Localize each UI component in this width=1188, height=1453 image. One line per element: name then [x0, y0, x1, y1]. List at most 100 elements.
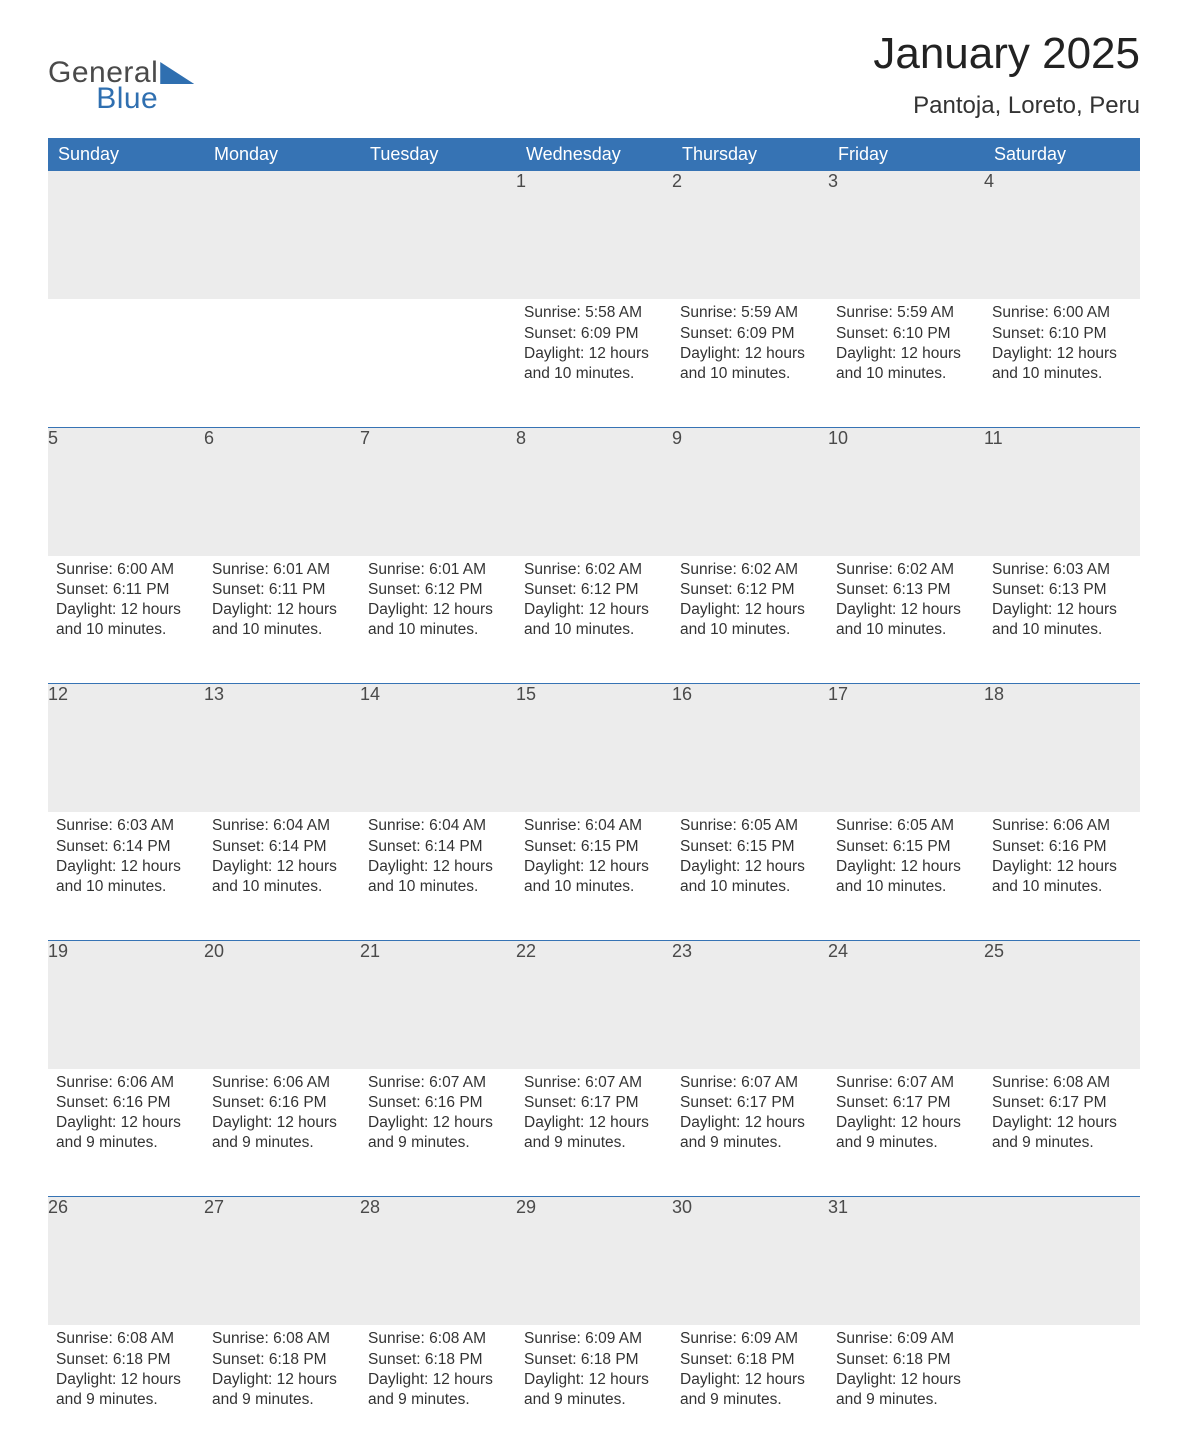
day-number-cell: 27 [204, 1197, 360, 1325]
sunset-text: Sunset: 6:17 PM [992, 1093, 1132, 1113]
day-number-cell: 28 [360, 1197, 516, 1325]
day-number-row: 567891011 [48, 428, 1140, 556]
daylight-line1: Daylight: 12 hours [368, 1113, 508, 1133]
day-cell [204, 299, 360, 427]
sunrise-text: Sunrise: 5:59 AM [836, 303, 976, 323]
day-number-cell: 16 [672, 684, 828, 812]
sunrise-text: Sunrise: 6:01 AM [212, 560, 352, 580]
day-details: Sunrise: 6:08 AMSunset: 6:17 PMDaylight:… [984, 1069, 1140, 1160]
day-number-cell: 10 [828, 428, 984, 556]
day-details: Sunrise: 6:02 AMSunset: 6:12 PMDaylight:… [516, 556, 672, 647]
brand-logo: General Blue [48, 30, 194, 114]
day-cell: Sunrise: 5:59 AMSunset: 6:10 PMDaylight:… [828, 299, 984, 427]
weekday-header: Thursday [672, 138, 828, 171]
sunrise-text: Sunrise: 6:03 AM [56, 816, 196, 836]
day-details: Sunrise: 6:00 AMSunset: 6:11 PMDaylight:… [48, 556, 204, 647]
brand-text: General Blue [48, 58, 158, 114]
daylight-line1: Daylight: 12 hours [56, 1370, 196, 1390]
daylight-line2: and 10 minutes. [212, 877, 352, 897]
month-title: January 2025 [873, 30, 1140, 78]
day-number-cell: 12 [48, 684, 204, 812]
day-number-cell: 3 [828, 171, 984, 299]
daylight-line2: and 10 minutes. [212, 620, 352, 640]
sunset-text: Sunset: 6:18 PM [212, 1350, 352, 1370]
daylight-line2: and 10 minutes. [992, 620, 1132, 640]
daylight-line1: Daylight: 12 hours [680, 1370, 820, 1390]
day-details: Sunrise: 5:59 AMSunset: 6:10 PMDaylight:… [828, 299, 984, 390]
daylight-line2: and 10 minutes. [836, 620, 976, 640]
daylight-line1: Daylight: 12 hours [680, 857, 820, 877]
daylight-line1: Daylight: 12 hours [836, 1113, 976, 1133]
day-details: Sunrise: 6:07 AMSunset: 6:17 PMDaylight:… [828, 1069, 984, 1160]
day-number-cell: 13 [204, 684, 360, 812]
sunrise-text: Sunrise: 6:06 AM [992, 816, 1132, 836]
day-cell: Sunrise: 6:00 AMSunset: 6:10 PMDaylight:… [984, 299, 1140, 427]
day-number-cell [204, 171, 360, 299]
daylight-line2: and 9 minutes. [212, 1390, 352, 1410]
day-details: Sunrise: 6:07 AMSunset: 6:17 PMDaylight:… [516, 1069, 672, 1160]
daylight-line1: Daylight: 12 hours [524, 600, 664, 620]
day-number-cell: 8 [516, 428, 672, 556]
day-number-row: 12131415161718 [48, 684, 1140, 812]
daylight-line2: and 9 minutes. [524, 1390, 664, 1410]
weekday-header: Wednesday [516, 138, 672, 171]
daylight-line1: Daylight: 12 hours [992, 344, 1132, 364]
day-details: Sunrise: 6:00 AMSunset: 6:10 PMDaylight:… [984, 299, 1140, 390]
sunrise-text: Sunrise: 6:08 AM [992, 1073, 1132, 1093]
day-details: Sunrise: 5:58 AMSunset: 6:09 PMDaylight:… [516, 299, 672, 390]
daylight-line2: and 10 minutes. [992, 877, 1132, 897]
sunrise-text: Sunrise: 6:05 AM [836, 816, 976, 836]
sunset-text: Sunset: 6:09 PM [680, 324, 820, 344]
sunset-text: Sunset: 6:11 PM [212, 580, 352, 600]
day-details: Sunrise: 6:05 AMSunset: 6:15 PMDaylight:… [828, 812, 984, 903]
sunrise-text: Sunrise: 6:04 AM [212, 816, 352, 836]
daylight-line2: and 10 minutes. [524, 877, 664, 897]
day-details: Sunrise: 6:09 AMSunset: 6:18 PMDaylight:… [828, 1325, 984, 1416]
sunset-text: Sunset: 6:13 PM [836, 580, 976, 600]
daylight-line1: Daylight: 12 hours [368, 1370, 508, 1390]
day-cell: Sunrise: 6:08 AMSunset: 6:18 PMDaylight:… [48, 1325, 204, 1453]
sunset-text: Sunset: 6:12 PM [524, 580, 664, 600]
weekday-header: Sunday [48, 138, 204, 171]
sunset-text: Sunset: 6:18 PM [56, 1350, 196, 1370]
sunset-text: Sunset: 6:12 PM [680, 580, 820, 600]
day-details: Sunrise: 6:07 AMSunset: 6:16 PMDaylight:… [360, 1069, 516, 1160]
day-number-cell: 22 [516, 941, 672, 1069]
day-details: Sunrise: 6:03 AMSunset: 6:14 PMDaylight:… [48, 812, 204, 903]
day-details: Sunrise: 6:01 AMSunset: 6:12 PMDaylight:… [360, 556, 516, 647]
daylight-line2: and 10 minutes. [56, 620, 196, 640]
daylight-line2: and 9 minutes. [680, 1133, 820, 1153]
sunrise-text: Sunrise: 6:04 AM [524, 816, 664, 836]
sunrise-text: Sunrise: 6:07 AM [836, 1073, 976, 1093]
sunset-text: Sunset: 6:16 PM [992, 837, 1132, 857]
day-cell: Sunrise: 6:08 AMSunset: 6:18 PMDaylight:… [360, 1325, 516, 1453]
daylight-line2: and 10 minutes. [836, 877, 976, 897]
daylight-line2: and 10 minutes. [680, 620, 820, 640]
day-details: Sunrise: 6:08 AMSunset: 6:18 PMDaylight:… [48, 1325, 204, 1416]
daylight-line2: and 10 minutes. [56, 877, 196, 897]
sunrise-text: Sunrise: 6:00 AM [56, 560, 196, 580]
day-cell: Sunrise: 6:07 AMSunset: 6:17 PMDaylight:… [672, 1069, 828, 1197]
daylight-line1: Daylight: 12 hours [836, 1370, 976, 1390]
sunset-text: Sunset: 6:13 PM [992, 580, 1132, 600]
day-cell: Sunrise: 6:00 AMSunset: 6:11 PMDaylight:… [48, 556, 204, 684]
day-details: Sunrise: 6:08 AMSunset: 6:18 PMDaylight:… [360, 1325, 516, 1416]
daylight-line1: Daylight: 12 hours [680, 344, 820, 364]
sunset-text: Sunset: 6:10 PM [836, 324, 976, 344]
daylight-line1: Daylight: 12 hours [212, 857, 352, 877]
sunrise-text: Sunrise: 6:03 AM [992, 560, 1132, 580]
daylight-line1: Daylight: 12 hours [524, 1113, 664, 1133]
day-number-cell: 4 [984, 171, 1140, 299]
day-number-cell: 18 [984, 684, 1140, 812]
daylight-line2: and 9 minutes. [680, 1390, 820, 1410]
sunrise-text: Sunrise: 5:59 AM [680, 303, 820, 323]
page-header: General Blue January 2025 Pantoja, Loret… [48, 30, 1140, 120]
day-number-cell: 26 [48, 1197, 204, 1325]
weekday-header: Monday [204, 138, 360, 171]
day-details: Sunrise: 6:07 AMSunset: 6:17 PMDaylight:… [672, 1069, 828, 1160]
day-cell: Sunrise: 6:02 AMSunset: 6:13 PMDaylight:… [828, 556, 984, 684]
day-cell: Sunrise: 6:06 AMSunset: 6:16 PMDaylight:… [204, 1069, 360, 1197]
daylight-line2: and 9 minutes. [836, 1390, 976, 1410]
day-body-row: Sunrise: 6:08 AMSunset: 6:18 PMDaylight:… [48, 1325, 1140, 1453]
weekday-header: Friday [828, 138, 984, 171]
